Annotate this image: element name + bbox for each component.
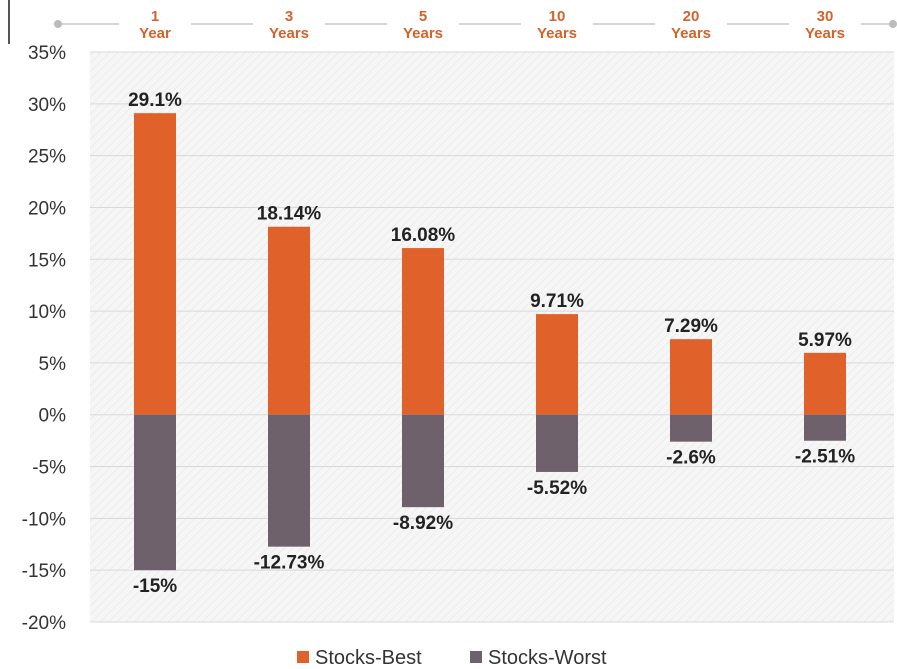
y-tick-label: -10% [22, 509, 66, 530]
y-tick-label: 25% [28, 147, 66, 168]
legend-label: Stocks-Best [315, 647, 422, 669]
period-label: Years [269, 25, 309, 42]
bar-stocks-worst-3 [536, 414, 578, 472]
period-label: 10 [549, 8, 566, 25]
period-label-bg [655, 6, 727, 44]
bars [134, 113, 846, 571]
period-label: Years [805, 25, 845, 42]
period-label-bg [521, 6, 593, 44]
legend: Stocks-Best Stocks-Worst [297, 647, 607, 669]
legend-swatch [470, 651, 482, 663]
period-label-bg [789, 6, 861, 44]
data-label-stocks-best-2: 16.08% [391, 225, 456, 246]
period-label: Years [671, 25, 711, 42]
y-tick-label: -5% [32, 458, 66, 479]
data-label-stocks-best-1: 18.14% [257, 204, 322, 225]
timeline-end-dot [889, 20, 897, 28]
y-axis: 35% 30% 25% 20% 15% 10% 5% 0% -5% -10% -15% -20% [22, 43, 66, 634]
period-label: 30 [817, 8, 834, 25]
bar-stocks-worst-5 [804, 414, 846, 441]
bar-stocks-best-5 [804, 352, 846, 415]
y-tick-label: 20% [28, 198, 66, 219]
bar-stocks-best-4 [670, 339, 712, 415]
bar-stocks-best-3 [536, 314, 578, 415]
data-label-stocks-worst-5: -2.51% [795, 447, 855, 468]
data-label-stocks-worst-3: -5.52% [527, 478, 587, 499]
period-label-bg [387, 6, 459, 44]
plot-background [90, 52, 894, 622]
y-tick-label: 35% [28, 43, 66, 64]
legend-label: Stocks-Worst [488, 647, 607, 669]
period-label: Year [139, 25, 171, 42]
y-tick-label: -20% [22, 613, 66, 634]
period-label: 1 [151, 8, 159, 25]
gridlines [90, 51, 894, 623]
period-label: 20 [683, 8, 700, 25]
y-tick-label: 30% [28, 95, 66, 116]
bar-stocks-best-2 [402, 248, 444, 415]
y-tick-label: -15% [22, 561, 66, 582]
data-label-stocks-worst-4: -2.6% [666, 448, 716, 469]
bar-stocks-worst-4 [670, 414, 712, 442]
data-label-stocks-worst-0: -15% [133, 576, 177, 597]
bar-stocks-best-1 [268, 226, 310, 415]
timeline-start-dot [54, 20, 62, 28]
data-labels: 29.1% 18.14% 16.08% 9.71% 7.29% 5.97% -15% -12.… [128, 90, 855, 597]
data-label-stocks-worst-1: -12.73% [254, 553, 325, 574]
y-tick-label: 10% [28, 302, 66, 323]
y-tick-label: 5% [39, 354, 67, 375]
data-label-stocks-best-5: 5.97% [798, 330, 852, 351]
period-label: Years [537, 25, 577, 42]
data-label-stocks-best-3: 9.71% [530, 291, 584, 312]
legend-swatch [297, 651, 309, 663]
bar-stocks-worst-0 [134, 414, 176, 571]
data-label-stocks-best-4: 7.29% [664, 316, 718, 337]
period-label: 3 [285, 8, 293, 25]
bar-stocks-worst-1 [268, 414, 310, 547]
period-label: Years [403, 25, 443, 42]
period-label-bg [253, 6, 325, 44]
y-tick-label: 15% [28, 250, 66, 271]
period-label-bg [119, 6, 191, 44]
data-label-stocks-worst-2: -8.92% [393, 513, 453, 534]
data-label-stocks-best-0: 29.1% [128, 90, 182, 111]
bar-stocks-worst-2 [402, 414, 444, 508]
y-tick-label: 0% [39, 406, 67, 427]
bar-stocks-best-0 [134, 113, 176, 415]
period-label: 5 [419, 8, 427, 25]
